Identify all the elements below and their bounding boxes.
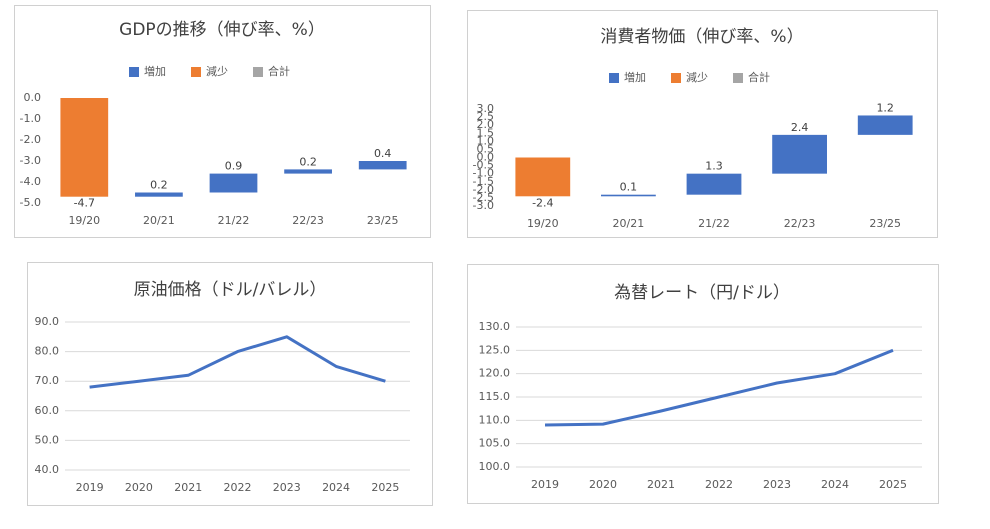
x-tick-label: 2023 <box>273 481 301 494</box>
x-tick-label: 2019 <box>531 478 559 491</box>
y-tick-label: -4.0 <box>20 175 41 188</box>
y-tick-label: -3.0 <box>473 199 494 212</box>
line <box>89 335 386 389</box>
legend-swatch <box>733 73 743 83</box>
data-label: -2.4 <box>532 196 553 209</box>
y-tick-label: 110.0 <box>479 413 511 426</box>
x-tick-label: 21/22 <box>218 214 250 227</box>
x-tick-label: 2023 <box>763 478 791 491</box>
x-tick-label: 21/22 <box>698 217 730 230</box>
bar <box>284 169 332 174</box>
data-label: 0.4 <box>374 147 392 160</box>
x-tick-label: 2022 <box>224 481 252 494</box>
y-tick-label: 40.0 <box>35 463 60 476</box>
legend-label: 減少 <box>206 64 228 78</box>
y-tick-label: -1.0 <box>473 167 494 180</box>
y-tick-label: -0.5 <box>473 159 494 172</box>
y-tick-label: 2.5 <box>477 110 495 123</box>
y-tick-label: 105.0 <box>479 437 511 450</box>
data-label: 0.1 <box>620 181 638 194</box>
data-label: 0.9 <box>225 160 243 173</box>
bar <box>601 194 656 197</box>
bar <box>60 98 109 197</box>
y-tick-label: 125.0 <box>479 343 511 356</box>
y-tick-label: 0.0 <box>477 151 495 164</box>
x-tick-label: 2022 <box>705 478 733 491</box>
legend-label: 減少 <box>686 70 708 84</box>
legend-swatch <box>253 67 263 77</box>
data-label: -4.7 <box>74 197 95 210</box>
bar <box>209 173 258 193</box>
y-tick-label: 1.0 <box>477 134 495 147</box>
legend-swatch <box>609 73 619 83</box>
x-tick-label: 2019 <box>76 481 104 494</box>
data-label: 1.3 <box>705 160 723 173</box>
bar <box>515 157 571 197</box>
x-tick-label: 2025 <box>371 481 399 494</box>
x-tick-label: 19/20 <box>68 214 100 227</box>
y-tick-label: -1.0 <box>20 112 41 125</box>
chart-title: 原油価格（ドル/バレル） <box>134 280 327 300</box>
y-tick-label: 90.0 <box>35 315 60 328</box>
y-tick-label: -5.0 <box>20 196 41 209</box>
line <box>544 348 894 427</box>
x-tick-label: 20/21 <box>613 217 645 230</box>
legend-label: 増加 <box>624 71 646 84</box>
x-tick-label: 22/23 <box>292 214 324 227</box>
x-tick-label: 2025 <box>879 478 907 491</box>
x-tick-label: 19/20 <box>527 217 559 230</box>
y-tick-label: 60.0 <box>35 404 60 417</box>
data-label: 0.2 <box>299 155 317 168</box>
chart-frame <box>27 262 433 506</box>
y-tick-label: 115.0 <box>479 390 511 403</box>
data-label: 0.2 <box>150 179 168 192</box>
bar <box>686 173 742 195</box>
y-tick-label: 120.0 <box>479 367 511 380</box>
legend-label: 増加 <box>144 65 166 78</box>
x-tick-label: 20/21 <box>143 214 175 227</box>
chart-frame <box>467 264 939 504</box>
x-tick-label: 23/25 <box>367 214 399 227</box>
y-tick-label: 80.0 <box>35 345 60 358</box>
legend-swatch <box>129 67 139 77</box>
chart-title: 消費者物価（伸び率、%） <box>600 27 803 47</box>
chart-title: 為替レート（円/ドル） <box>614 283 790 303</box>
bar <box>135 192 183 197</box>
y-tick-label: 3.0 <box>477 102 495 115</box>
y-tick-label: -2.0 <box>20 133 41 146</box>
y-tick-label: 70.0 <box>35 374 60 387</box>
x-tick-label: 2024 <box>322 481 350 494</box>
y-tick-label: -1.5 <box>473 175 494 188</box>
y-tick-label: 0.0 <box>24 91 42 104</box>
bar <box>857 115 913 135</box>
y-tick-label: 1.5 <box>477 126 495 139</box>
x-tick-label: 2021 <box>174 481 202 494</box>
legend-label: 合計 <box>748 70 770 84</box>
x-tick-label: 22/23 <box>784 217 816 230</box>
x-tick-label: 2020 <box>589 478 617 491</box>
y-tick-label: -3.0 <box>20 154 41 167</box>
y-tick-label: 100.0 <box>479 460 511 473</box>
bar <box>772 134 827 174</box>
legend-label: 合計 <box>268 64 290 78</box>
x-tick-label: 2020 <box>125 481 153 494</box>
y-tick-label: -2.0 <box>473 183 494 196</box>
y-tick-label: 130.0 <box>479 320 511 333</box>
y-tick-label: 2.0 <box>477 118 495 131</box>
x-tick-label: 2021 <box>647 478 675 491</box>
y-tick-label: 0.5 <box>477 142 495 155</box>
y-tick-label: -2.5 <box>473 191 494 204</box>
legend-swatch <box>191 67 201 77</box>
chart-title: GDPの推移（伸び率、%） <box>119 20 325 40</box>
data-label: 2.4 <box>791 121 809 134</box>
legend-swatch <box>671 73 681 83</box>
bar <box>358 161 407 170</box>
y-tick-label: 50.0 <box>35 433 60 446</box>
x-tick-label: 23/25 <box>869 217 901 230</box>
x-tick-label: 2024 <box>821 478 849 491</box>
data-label: 1.2 <box>876 101 894 114</box>
